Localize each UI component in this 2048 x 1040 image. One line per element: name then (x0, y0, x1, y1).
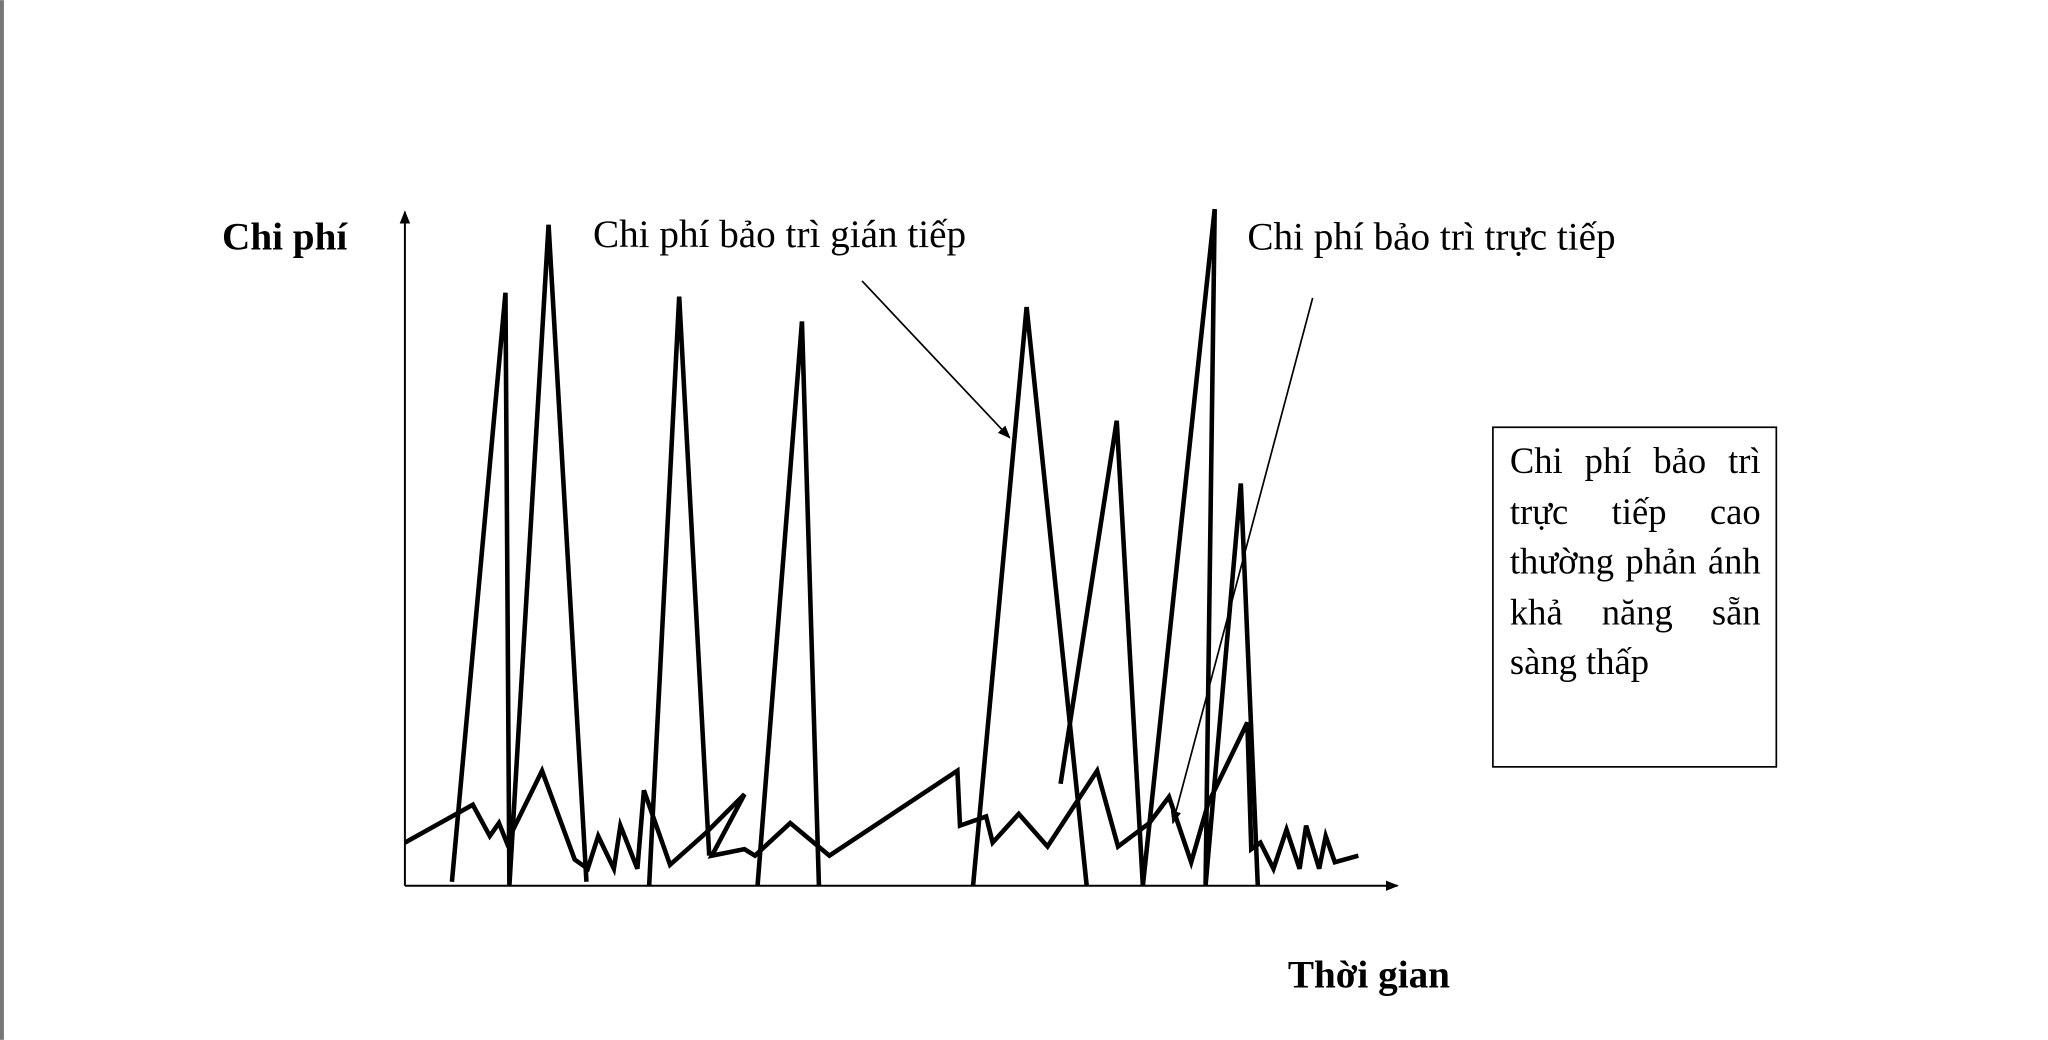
curve-label: Chi phí bảo trì gián tiếp (593, 213, 966, 256)
spike (755, 321, 822, 886)
spike (449, 224, 589, 886)
spike (646, 296, 712, 886)
pointer-arrow (1170, 297, 1314, 825)
low-curve (403, 721, 1359, 877)
spike (970, 306, 1089, 886)
curve-label: Chi phí bảo trì trực tiếp (1247, 216, 1615, 259)
note-container: Chi phí bảo trì trực tiếp cao thường phả… (1509, 441, 1761, 684)
note-text: Chi phí bảo trì trực tiếp cao thường phả… (1509, 441, 1761, 684)
y-axis-label: Chi phí (222, 216, 348, 259)
spike (1058, 208, 1261, 886)
x-axis-label: Thời gian (1288, 954, 1450, 997)
page-edge (0, 0, 4, 1040)
note-box (1492, 426, 1778, 768)
spike-curve (449, 208, 1261, 886)
pointer-arrow (861, 280, 1011, 439)
